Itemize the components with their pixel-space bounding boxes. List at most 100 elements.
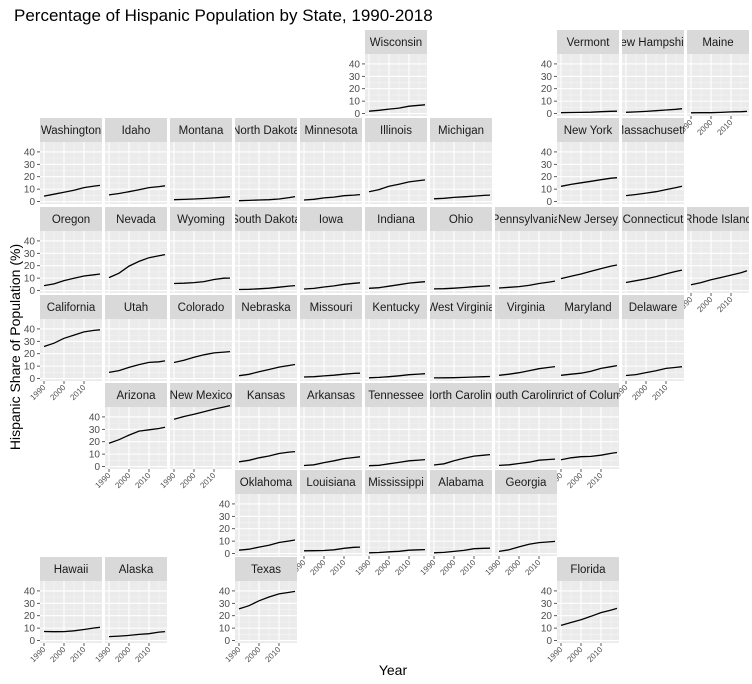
panel-background xyxy=(235,407,297,469)
series-line xyxy=(498,280,556,289)
strip-label: South Carolina xyxy=(488,390,565,402)
series-line xyxy=(173,277,231,285)
strip-background xyxy=(557,30,619,54)
y-tick-label: 30 xyxy=(219,599,231,610)
series-line xyxy=(433,194,491,200)
x-tick-label: 2010 xyxy=(585,645,604,664)
x-tick-label: 2000 xyxy=(113,645,132,664)
strip-label: Hawaii xyxy=(54,564,89,576)
y-tick-label: 10 xyxy=(24,274,36,285)
y-tick-label: 10 xyxy=(24,624,36,635)
strip-background xyxy=(495,207,557,231)
strip-background xyxy=(170,295,232,319)
strip-label: West Virginia xyxy=(427,302,495,314)
series-line xyxy=(368,458,426,467)
y-tick-label: 40 xyxy=(541,586,553,597)
strip-label: Colorado xyxy=(178,302,225,314)
strip-label: Georgia xyxy=(506,477,548,489)
series-line xyxy=(690,270,748,286)
strip-background xyxy=(235,207,297,231)
y-tick-label: 10 xyxy=(541,624,553,635)
strip-label: Nebraska xyxy=(241,302,291,314)
series-line xyxy=(43,273,101,287)
panel-background xyxy=(365,231,427,293)
strip-background xyxy=(687,30,749,54)
x-tick-label: 2010 xyxy=(198,471,217,490)
panel-connecticut: Connecticut xyxy=(622,207,684,293)
x-tick-label: 1990 xyxy=(545,645,564,664)
series-line xyxy=(560,264,618,280)
panel-background xyxy=(170,407,232,469)
panel-mississippi: Mississippi 1990 2000 2010 xyxy=(353,470,427,577)
panel-background xyxy=(40,319,102,381)
strip-label: Texas xyxy=(251,564,281,576)
y-tick-label: 0 xyxy=(354,109,360,120)
strip-background xyxy=(365,118,427,142)
panel-background xyxy=(557,231,619,293)
series-line xyxy=(433,453,491,466)
series-line xyxy=(625,185,683,197)
strip-label: Louisiana xyxy=(306,477,356,489)
x-tick-label: 2000 xyxy=(48,645,67,664)
strip-background xyxy=(235,383,297,407)
strip-label: Utah xyxy=(124,302,148,314)
strip-label: New Mexico xyxy=(170,390,233,402)
strip-label: Iowa xyxy=(319,214,344,226)
x-tick-label: 2000 xyxy=(565,471,584,490)
series-line xyxy=(560,607,618,627)
strip-label: North Carolina xyxy=(424,390,499,402)
x-tick-label: 2010 xyxy=(263,645,282,664)
strip-label: Nevada xyxy=(116,214,156,226)
x-tick-label: 2000 xyxy=(178,471,197,490)
series-line xyxy=(303,282,361,290)
panel-ohio: Ohio xyxy=(430,207,492,293)
panel-utah: Utah xyxy=(105,295,167,381)
y-tick-label: 20 xyxy=(541,611,553,622)
series-line xyxy=(173,350,231,364)
panel-kansas: Kansas xyxy=(235,383,297,469)
series-line xyxy=(368,281,426,289)
series-line xyxy=(560,364,618,376)
series-line xyxy=(303,546,361,552)
series-line xyxy=(173,196,231,201)
panel-new-hampshire: New Hampshire xyxy=(622,30,684,116)
y-tick-label: 0 xyxy=(29,374,35,385)
strip-background xyxy=(40,295,102,319)
x-tick-label: 2000 xyxy=(373,558,392,577)
x-tick-label: 1990 xyxy=(93,645,112,664)
strip-background xyxy=(495,470,557,494)
panel-nebraska: Nebraska xyxy=(235,295,297,381)
y-tick-label: 40 xyxy=(24,586,36,597)
strip-label: Arkansas xyxy=(307,390,355,402)
y-tick-label: 40 xyxy=(219,499,231,510)
strip-label: California xyxy=(47,302,96,314)
series-line xyxy=(303,372,361,378)
panel-west-virginia: West Virginia xyxy=(427,295,495,381)
series-line xyxy=(173,404,231,420)
strip-background xyxy=(105,383,167,407)
series-line xyxy=(560,177,618,187)
y-tick-label: 40 xyxy=(24,147,36,158)
strip-background xyxy=(430,207,492,231)
panel-background xyxy=(495,494,557,556)
strip-label: Wyoming xyxy=(177,214,225,226)
strip-label: Pennsylvania xyxy=(492,214,561,226)
strip-background xyxy=(300,295,362,319)
y-tick-label: 20 xyxy=(349,84,361,95)
strip-background xyxy=(495,383,557,407)
y-tick-label: 10 xyxy=(24,362,36,373)
series-line xyxy=(368,548,426,554)
series-line xyxy=(368,179,426,193)
series-line xyxy=(498,458,556,467)
y-tick-label: 40 xyxy=(89,412,101,423)
strip-label: Ohio xyxy=(449,214,473,226)
series-line xyxy=(498,540,556,553)
x-tick-label: 2010 xyxy=(585,471,604,490)
y-tick-label: 20 xyxy=(24,611,36,622)
